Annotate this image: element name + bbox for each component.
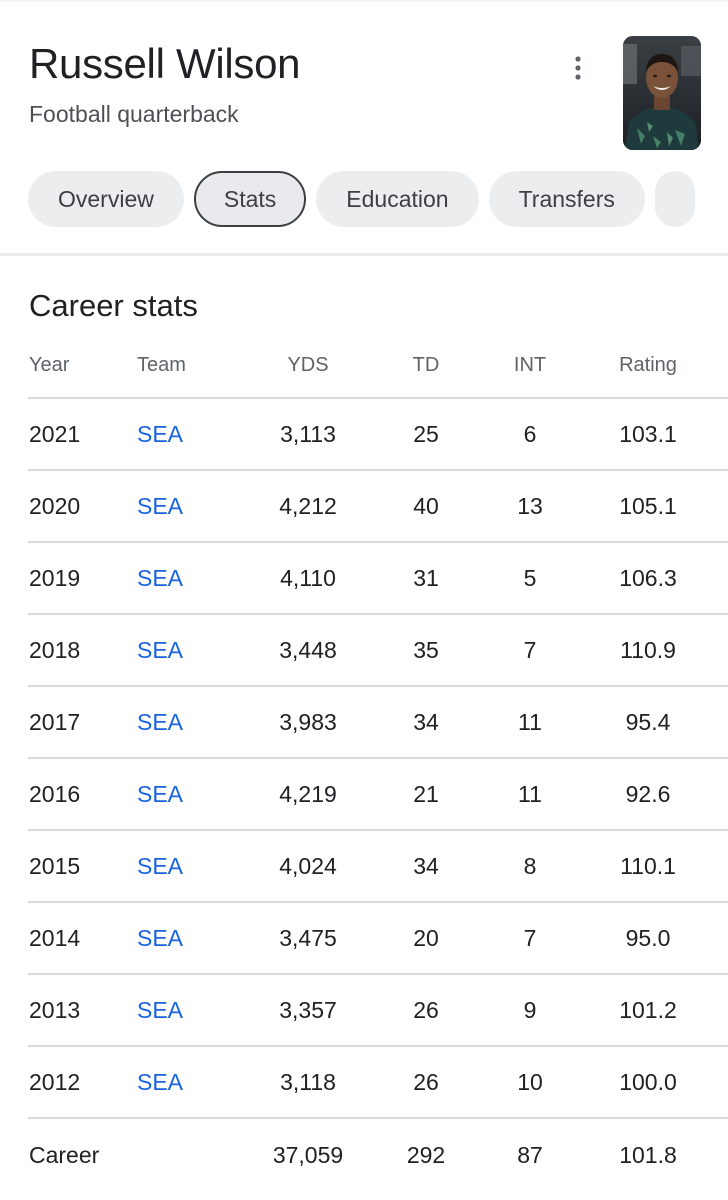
td-cell: 34 xyxy=(413,708,439,735)
table-row: 2013 SEA 3,357 26 9 101.2 xyxy=(28,975,728,1047)
table-row: 2021 SEA 3,113 25 6 103.1 xyxy=(28,399,728,471)
yds-cell: 3,113 xyxy=(280,420,336,447)
yds-cell: 4,024 xyxy=(279,852,337,879)
table-row: 2017 SEA 3,983 34 11 95.4 xyxy=(28,687,728,759)
int-cell: 11 xyxy=(518,780,542,807)
tab-stats[interactable]: Stats xyxy=(193,171,307,227)
column-header-int: INT xyxy=(513,353,547,376)
yds-cell: 4,212 xyxy=(279,492,337,519)
year-cell: 2013 xyxy=(29,996,81,1023)
rating-cell: 101.2 xyxy=(619,996,677,1023)
year-cell: 2021 xyxy=(29,420,81,447)
career-rating: 101.8 xyxy=(619,1141,677,1168)
rating-cell: 100.0 xyxy=(619,1068,677,1095)
year-cell: 2015 xyxy=(29,852,81,879)
team-link[interactable]: SEA xyxy=(137,780,184,807)
td-cell: 21 xyxy=(413,780,439,807)
year-cell: 2012 xyxy=(29,1068,81,1095)
tab-transfers[interactable]: Transfers xyxy=(488,171,645,227)
table-row: 2014 SEA 3,475 20 7 95.0 xyxy=(28,903,728,975)
td-cell: 26 xyxy=(413,996,439,1023)
table-row: 2018 SEA 3,448 35 7 110.9 xyxy=(28,615,728,687)
top-divider xyxy=(0,0,728,2)
int-cell: 13 xyxy=(517,492,543,519)
yds-cell: 3,475 xyxy=(279,924,337,951)
career-int: 87 xyxy=(517,1141,543,1168)
career-td: 292 xyxy=(406,1141,446,1168)
td-cell: 35 xyxy=(413,636,439,663)
table-header-row: Year Team YDS TD INT Rating xyxy=(28,333,728,399)
team-link[interactable]: SEA xyxy=(137,1068,184,1095)
int-cell: 7 xyxy=(523,636,537,663)
column-header-yds: YDS xyxy=(287,353,329,376)
rating-cell: 95.0 xyxy=(625,924,671,951)
td-cell: 26 xyxy=(413,1068,439,1095)
column-header-td: TD xyxy=(412,353,440,376)
table-row: 2015 SEA 4,024 34 8 110.1 xyxy=(28,831,728,903)
rating-cell: 103.1 xyxy=(619,420,677,447)
career-stats-title: Career stats xyxy=(29,288,198,323)
more-vert-icon[interactable] xyxy=(562,52,594,84)
tab-bar: Overview Stats Education Transfers xyxy=(28,171,728,229)
tab-education[interactable]: Education xyxy=(316,171,479,227)
int-cell: 6 xyxy=(523,420,537,447)
rating-cell: 105.1 xyxy=(619,492,677,519)
td-cell: 20 xyxy=(413,924,439,951)
year-cell: 2014 xyxy=(29,924,81,951)
rating-cell: 110.9 xyxy=(620,636,676,663)
table-row: 2016 SEA 4,219 21 11 92.6 xyxy=(28,759,728,831)
year-cell: 2016 xyxy=(29,780,81,807)
td-cell: 40 xyxy=(413,492,439,519)
panel-header: Russell Wilson Football quarterback xyxy=(0,0,728,256)
team-link[interactable]: SEA xyxy=(137,924,184,951)
career-yds: 37,059 xyxy=(272,1141,344,1168)
column-header-rating: Rating xyxy=(619,353,677,376)
team-link[interactable]: SEA xyxy=(137,492,184,519)
table-row: 2019 SEA 4,110 31 5 106.3 xyxy=(28,543,728,615)
career-total-row: Career 37,059 292 87 101.8 xyxy=(28,1119,728,1191)
table-row: 2012 SEA 3,118 26 10 100.0 xyxy=(28,1047,728,1119)
yds-cell: 3,357 xyxy=(279,996,337,1023)
yds-cell: 4,219 xyxy=(279,780,337,807)
team-link[interactable]: SEA xyxy=(137,996,184,1023)
int-cell: 5 xyxy=(523,564,537,591)
team-link[interactable]: SEA xyxy=(137,564,184,591)
page-subtitle: Football quarterback xyxy=(29,101,239,127)
yds-cell: 3,983 xyxy=(279,708,337,735)
team-link[interactable]: SEA xyxy=(137,420,184,447)
year-cell: 2020 xyxy=(29,492,81,519)
year-cell: 2017 xyxy=(29,708,81,735)
td-cell: 25 xyxy=(413,420,439,447)
team-link[interactable]: SEA xyxy=(137,636,184,663)
rating-cell: 92.6 xyxy=(625,780,671,807)
yds-cell: 4,110 xyxy=(280,564,336,591)
yds-cell: 3,448 xyxy=(279,636,337,663)
tab-overview[interactable]: Overview xyxy=(28,171,184,227)
tab-more-partial[interactable] xyxy=(654,171,695,227)
team-link[interactable]: SEA xyxy=(137,852,184,879)
int-cell: 8 xyxy=(523,852,537,879)
table-row: 2020 SEA 4,212 40 13 105.1 xyxy=(28,471,728,543)
year-cell: 2019 xyxy=(29,564,81,591)
column-header-year: Year xyxy=(29,353,70,376)
year-cell: 2018 xyxy=(29,636,81,663)
int-cell: 11 xyxy=(518,708,542,735)
career-label: Career xyxy=(29,1141,100,1168)
column-header-team: Team xyxy=(137,353,186,376)
page-title: Russell Wilson xyxy=(29,40,301,87)
yds-cell: 3,118 xyxy=(280,1068,336,1095)
rating-cell: 95.4 xyxy=(625,708,671,735)
career-stats-table: Year Team YDS TD INT Rating 2021 SEA 3,1… xyxy=(28,333,728,1191)
profile-photo[interactable] xyxy=(623,36,701,150)
td-cell: 31 xyxy=(413,564,439,591)
rating-cell: 110.1 xyxy=(620,852,676,879)
int-cell: 7 xyxy=(523,924,537,951)
int-cell: 10 xyxy=(517,1068,543,1095)
rating-cell: 106.3 xyxy=(619,564,677,591)
int-cell: 9 xyxy=(523,996,537,1023)
td-cell: 34 xyxy=(413,852,439,879)
team-link[interactable]: SEA xyxy=(137,708,184,735)
